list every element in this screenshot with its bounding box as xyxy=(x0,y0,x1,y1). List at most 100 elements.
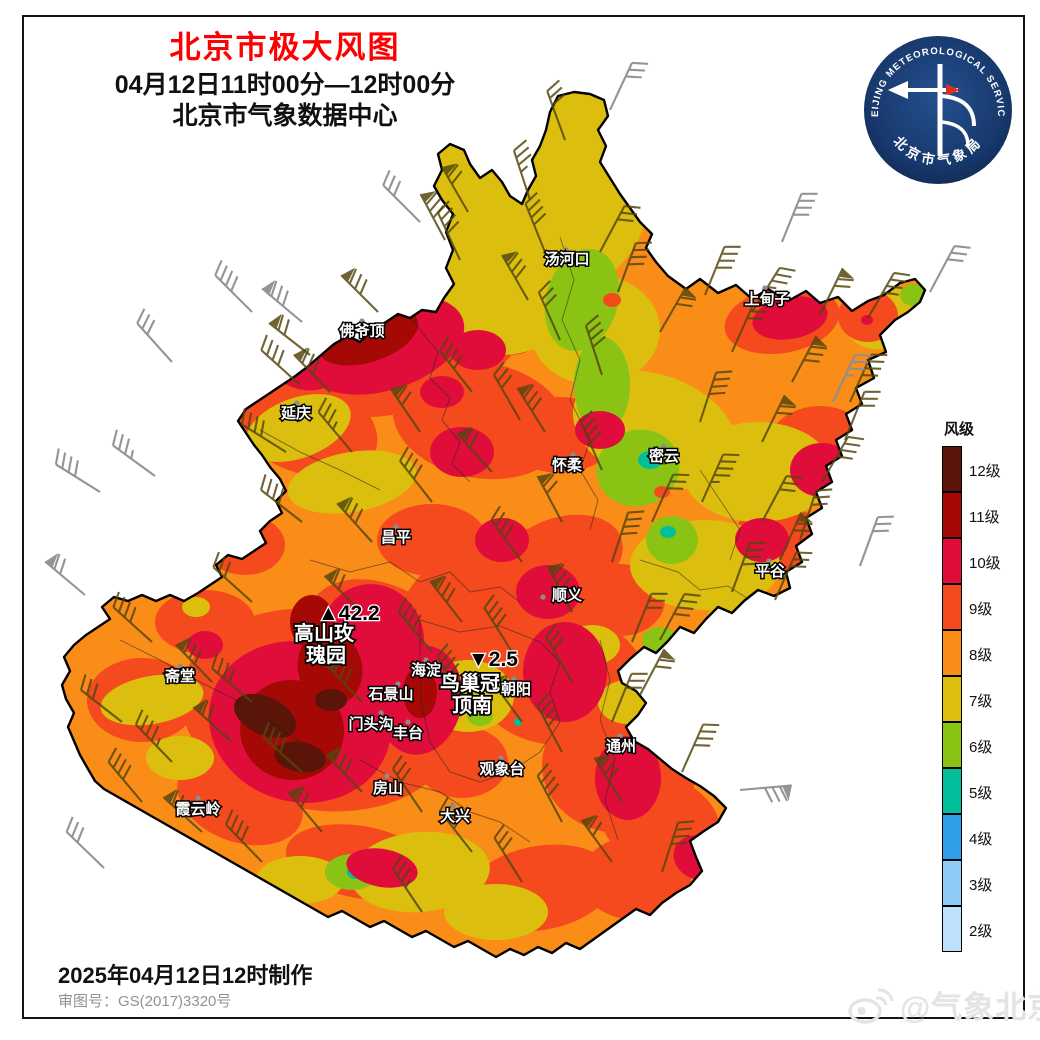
wind-barb-icon xyxy=(659,286,697,333)
station-dot xyxy=(570,452,576,458)
station-通州: 通州 xyxy=(604,733,638,757)
station-label: 平谷 xyxy=(755,563,786,580)
district-boundary-line xyxy=(599,639,619,841)
wind-barb-icon xyxy=(262,721,303,773)
wind-barb-icon xyxy=(214,259,253,313)
wind-barb-icon xyxy=(867,271,911,319)
legend-label: 9级 xyxy=(969,600,993,618)
wind-barb-icon xyxy=(439,336,473,393)
legend-swatch xyxy=(942,906,962,953)
legend-entry-6级: 6级 xyxy=(942,722,1001,769)
wind-barb-icon xyxy=(340,267,379,313)
station-dot xyxy=(378,710,384,716)
wind-barb-icon xyxy=(211,652,253,703)
wind-barb-icon xyxy=(80,674,123,723)
wind-barb-icon xyxy=(516,383,546,433)
wind-barb-icon xyxy=(512,139,532,201)
wind-barb-icon xyxy=(701,453,740,503)
wind-barb-icon xyxy=(524,191,547,253)
wind-barb-icon xyxy=(611,510,645,563)
legend-swatch xyxy=(942,630,962,677)
station-label: 海淀 xyxy=(411,661,442,679)
wind-barb-icon xyxy=(661,820,695,873)
wind-barb-icon xyxy=(681,723,720,773)
legend-entry-9级: 9级 xyxy=(942,584,1001,631)
station-label: 汤河口 xyxy=(544,250,589,268)
wind-barb-icon xyxy=(323,568,363,613)
legend-entry-2级: 2级 xyxy=(942,906,1001,953)
wind-barb-icon xyxy=(325,747,363,793)
wind-barb-icon xyxy=(704,245,741,296)
legend-swatch xyxy=(942,722,962,769)
district-boundary-line xyxy=(419,619,561,783)
wind-barb-icon xyxy=(111,429,156,477)
wind-barb-icon xyxy=(192,699,233,743)
extreme-value-annotation: ▲42.2 xyxy=(318,602,380,625)
legend-swatch xyxy=(942,814,962,861)
wind-barb-icon xyxy=(399,446,433,503)
legend-label: 11级 xyxy=(969,508,1000,526)
station-dot xyxy=(563,247,569,253)
station-石景山: 石景山 xyxy=(366,681,415,705)
wind-barb-icon xyxy=(483,594,513,653)
wind-barb-icon xyxy=(439,796,473,853)
wind-barb-icon xyxy=(799,488,833,541)
station-label: 丰台 xyxy=(393,724,423,742)
station-斋堂: 斋堂 xyxy=(162,663,197,687)
wind-barb-icon xyxy=(546,79,566,141)
wind-barb-icon xyxy=(761,475,803,523)
title-time-range: 04月12日11时00分—12时00分 xyxy=(114,70,456,99)
wind-barb-icon xyxy=(175,637,213,683)
wind-barb-icon xyxy=(844,390,881,441)
wind-barb-icon xyxy=(224,809,263,863)
station-label: 朝阳 xyxy=(501,681,531,698)
wind-barb-icon xyxy=(212,551,253,603)
district-boundary-line xyxy=(403,305,471,483)
station-大兴: 大兴 xyxy=(438,803,472,827)
station-dot xyxy=(393,524,399,530)
station-顺义: 顺义 xyxy=(540,585,584,606)
wind-barb-icon xyxy=(441,163,469,213)
station-dot xyxy=(762,285,768,291)
station-label: 大兴 xyxy=(440,807,470,825)
watermark-handle: @气象北京 xyxy=(900,990,1040,1025)
station-dot xyxy=(450,803,456,809)
station-dot xyxy=(359,318,365,324)
weibo-watermark: @气象北京 xyxy=(846,982,1040,1027)
wind-barb-icon xyxy=(774,551,813,601)
station-昌平: 昌平 xyxy=(379,524,413,548)
legend-swatch xyxy=(942,538,962,585)
wind-barb-icon xyxy=(593,753,623,803)
title-block: 北京市极大风图 04月12日11时00分—12时00分 北京市气象数据中心 xyxy=(60,30,510,132)
legend-swatch xyxy=(942,584,962,631)
wind-barb-icon xyxy=(490,505,523,563)
station-label: 石景山 xyxy=(367,685,413,703)
wind-barb-icon xyxy=(261,279,303,323)
title-data-source: 北京市气象数据中心 xyxy=(172,102,398,131)
station-房山: 房山 xyxy=(371,773,405,799)
station-佛爷顶: 佛爷顶 xyxy=(337,318,386,342)
station-label: 延庆 xyxy=(280,404,311,422)
wind-barb-icon xyxy=(54,448,101,493)
station-密云: 密云 xyxy=(647,443,681,467)
wind-barb-icon xyxy=(580,814,613,863)
wind-barb-icon xyxy=(546,563,573,613)
legend-swatch xyxy=(942,768,962,815)
legend-label: 7级 xyxy=(969,692,993,710)
station-怀柔: 怀柔 xyxy=(550,452,584,476)
wind-barb-icon xyxy=(392,754,423,813)
legend-entry-8级: 8级 xyxy=(942,630,1001,677)
wind-barb-icon xyxy=(382,169,421,223)
wind-barb-icon xyxy=(536,473,563,523)
station-dot xyxy=(617,733,623,739)
wind-barb-icon xyxy=(325,657,363,703)
wind-barb-icon xyxy=(501,251,529,301)
wind-barb-icon xyxy=(293,347,331,393)
wind-barb-icon xyxy=(493,361,521,421)
station-label: 鸟巢冠 xyxy=(440,671,500,695)
station-海淀: 海淀 xyxy=(409,657,443,681)
district-boundary-line xyxy=(119,639,301,743)
wind-barb-icon xyxy=(791,335,828,383)
